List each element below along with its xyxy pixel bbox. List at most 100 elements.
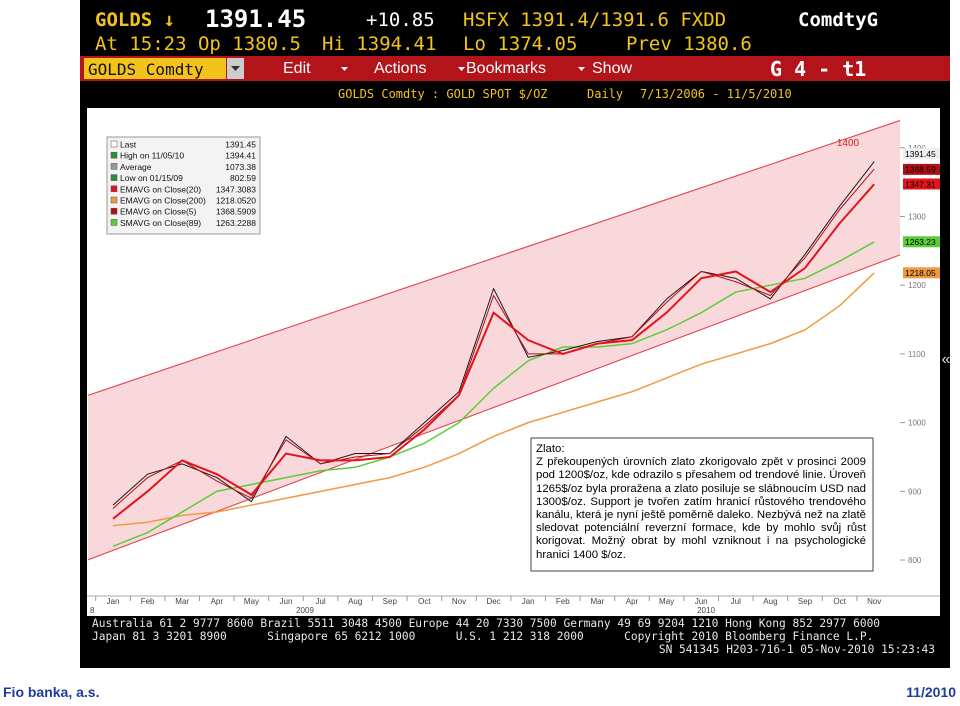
collapse-button[interactable]: «	[942, 351, 951, 368]
y-tick-label: 1300	[908, 212, 926, 221]
legend-value: 1263.2288	[216, 218, 256, 228]
legend-value: 1347.3083	[216, 184, 256, 194]
x-tick-label: Sep	[798, 597, 813, 606]
channel-fill	[88, 120, 900, 560]
x-tick-label: Apr	[211, 597, 224, 606]
legend-swatch	[110, 140, 118, 148]
chart-security: GOLDS Comdty : GOLD SPOT $/OZ	[338, 87, 548, 101]
x-tick-label: Jul	[315, 597, 325, 606]
legend-swatch	[110, 196, 118, 204]
price-tag	[903, 148, 940, 160]
y-tick-label: 800	[908, 556, 922, 565]
x-tick-label: May	[659, 597, 674, 606]
series-line	[112, 272, 875, 527]
channel-lower	[88, 254, 900, 561]
x-tick-label: Aug	[763, 597, 777, 606]
menu-item[interactable]: Show	[592, 60, 632, 77]
menu-arrow	[341, 67, 348, 71]
price-tag-label: 1263.23	[905, 237, 936, 247]
series-line	[112, 183, 875, 520]
security-field: GOLDS Comdty	[88, 60, 204, 79]
price-tag-label: 1391.45	[905, 149, 936, 159]
x-tick-label: Oct	[418, 597, 431, 606]
ticker: GOLDS ↓	[95, 9, 175, 31]
annotation-box	[530, 437, 874, 572]
price-tag-label: 1368.59	[905, 165, 936, 175]
plot	[88, 119, 900, 561]
source: HSFX 1391.4/1391.6 FXDD	[463, 9, 726, 31]
company: Fio banka, a.s.	[3, 684, 100, 700]
legend-box	[106, 136, 261, 235]
x-tick-label: Nov	[452, 597, 466, 606]
annotation-text: Z překoupených úrovních zlato zkorigoval…	[536, 456, 866, 561]
legend-swatch	[110, 151, 118, 159]
x-tick-label: Mar	[591, 597, 605, 606]
legend-label: SMAVG on Close(89)	[120, 218, 201, 228]
channel-upper	[88, 119, 900, 396]
x-tick-label: Oct	[833, 597, 846, 606]
legend-label: EMAVG on Close(20)	[120, 184, 201, 194]
chart-range: 7/13/2006 - 11/5/2010	[640, 87, 792, 101]
legend-swatch	[110, 174, 118, 181]
year-label: 2009	[296, 606, 314, 615]
year-label: 8	[90, 606, 95, 615]
legend-swatch	[110, 207, 118, 215]
legend-value: 1073.38	[225, 162, 256, 172]
footer-line: SN 541345 H203-716-1 05-Nov-2010 15:23:4…	[659, 643, 935, 656]
legend-value: 1218.0520	[216, 196, 256, 206]
legend-swatch	[110, 219, 118, 226]
x-tick-label: Jan	[522, 597, 535, 606]
x-tick-label: Dec	[486, 597, 500, 606]
legend-label: EMAVG on Close(200)	[120, 196, 206, 206]
x-tick-label: Jan	[107, 597, 120, 606]
year-label: 2010	[697, 606, 715, 615]
price-tag	[903, 163, 940, 175]
last-price: 1391.45	[205, 5, 306, 33]
date: 11/2010	[906, 684, 956, 700]
market: ComdtyG	[798, 9, 878, 31]
x-tick-label: Nov	[867, 597, 881, 606]
menu-arrow	[458, 67, 465, 71]
price-line	[112, 161, 875, 506]
menu-item[interactable]: Edit	[283, 60, 311, 77]
legend-value: 1394.41	[225, 151, 256, 161]
x-tick-label: Sep	[383, 597, 398, 606]
legend-label: High on 11/05/10	[120, 151, 184, 161]
x-tick-label: Mar	[175, 597, 189, 606]
page-id: G 4 - t1	[770, 57, 866, 81]
price-tag-label: 1347.31	[905, 179, 936, 189]
security-box	[84, 58, 226, 79]
chart-period: Daily	[587, 87, 623, 101]
legend-value: 1368.5909	[216, 207, 256, 217]
open-info: At 15:23 Op 1380.5	[95, 33, 301, 55]
y-tick-label: 1100	[908, 350, 926, 359]
x-tick-label: Apr	[626, 597, 639, 606]
menu-arrow	[578, 67, 585, 71]
legend-swatch	[110, 185, 118, 193]
legend-value: 802.59	[230, 173, 256, 183]
x-tick-label: May	[244, 597, 259, 606]
price-tag-label: 1218.05	[905, 268, 936, 278]
menu-item[interactable]: Actions	[374, 60, 426, 77]
x-tick-label: Jul	[731, 597, 741, 606]
price-tag	[903, 267, 940, 279]
y-tick-label: 1200	[908, 281, 926, 290]
x-tick-label: Aug	[348, 597, 362, 606]
y-tick-label: 900	[908, 487, 922, 496]
y-tick-label: 1000	[908, 419, 926, 428]
level-label: 1400	[837, 138, 860, 149]
price-tag	[903, 236, 940, 248]
legend-label: EMAVG on Close(5)	[120, 207, 197, 217]
x-tick-label: Feb	[141, 597, 155, 606]
footer-line: Japan 81 3 3201 8900 Singapore 65 6212 1…	[92, 630, 873, 643]
prev-info: Prev 1380.6	[626, 33, 752, 55]
low-info: Lo 1374.05	[463, 33, 577, 55]
footer-line: Australia 61 2 9777 8600 Brazil 5511 304…	[92, 617, 880, 630]
change: +10.85	[366, 9, 435, 31]
menu-item[interactable]: Bookmarks	[466, 60, 546, 77]
legend-label: Last	[120, 140, 137, 150]
legend-value: 1391.45	[225, 140, 256, 150]
legend-label: Low on 01/15/09	[120, 173, 183, 183]
